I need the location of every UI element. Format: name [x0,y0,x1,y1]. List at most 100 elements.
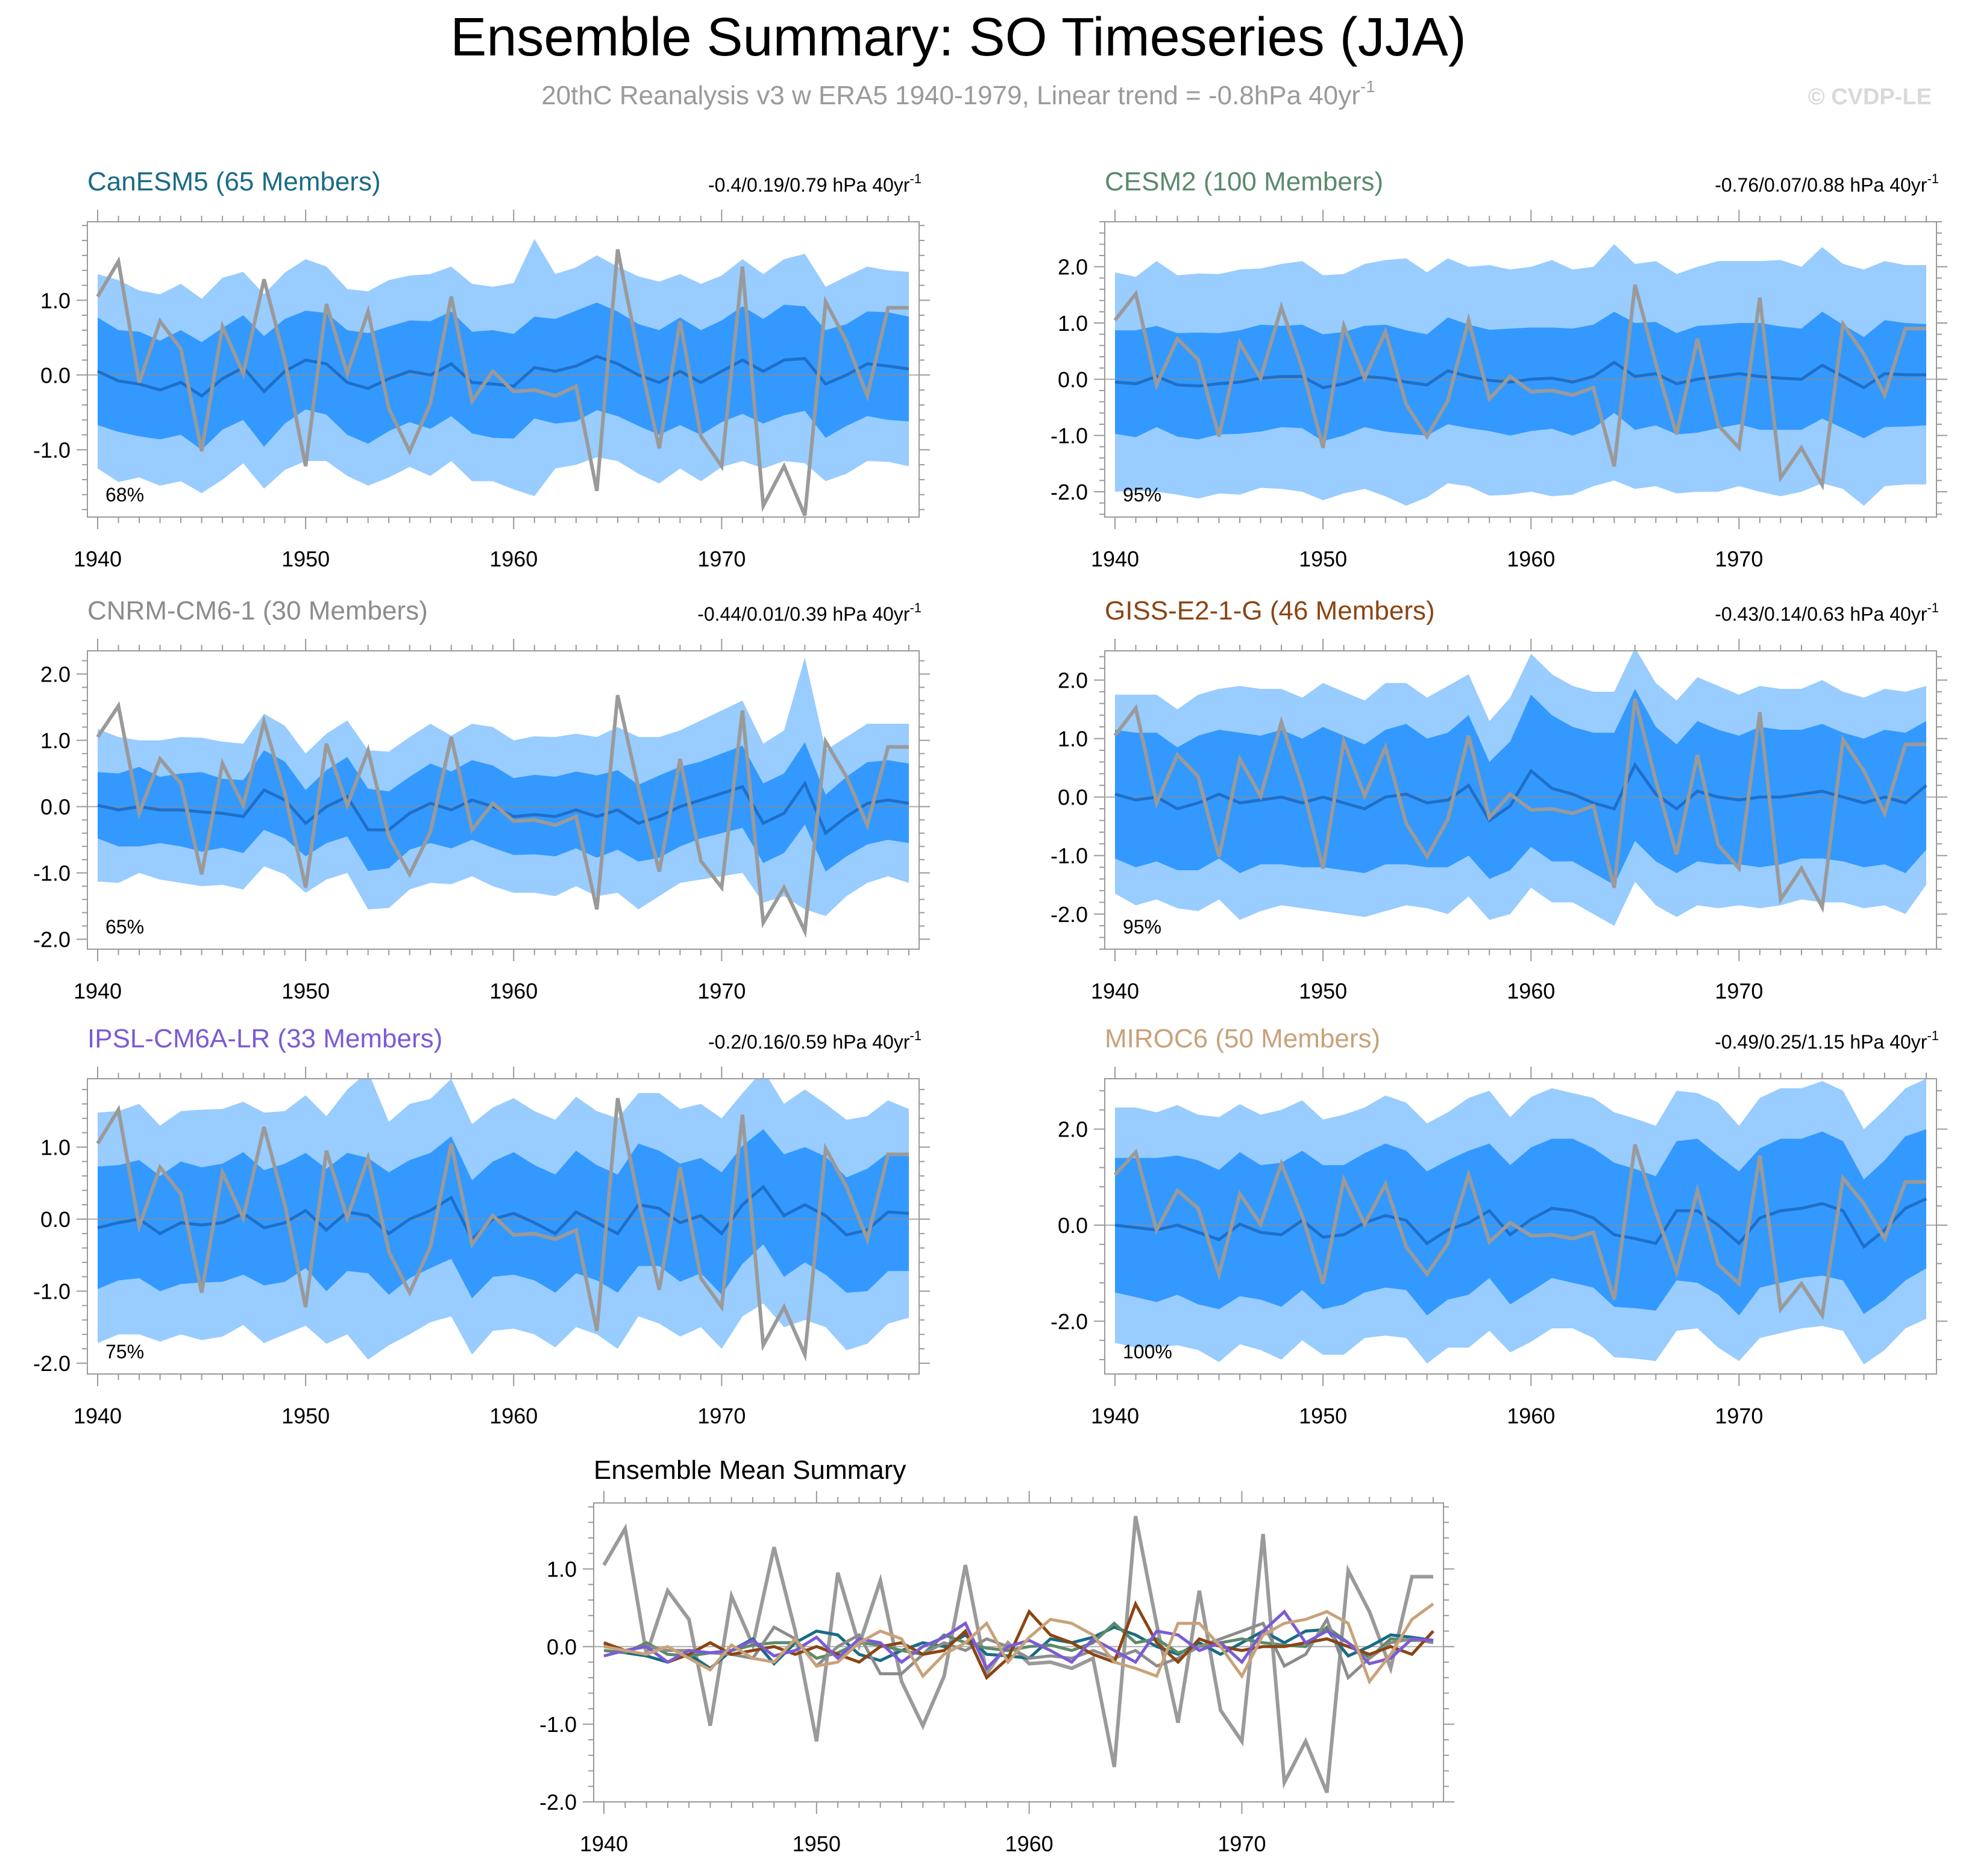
y-tick-label: -2.0 [1051,480,1088,504]
observed-line [96,1097,909,1362]
panel-trend-sup: -1 [909,171,922,186]
x-tick-label: 1970 [1715,547,1763,571]
plot-frame [87,221,920,518]
panel-percent: 100% [1123,1341,1172,1363]
panel-trend: -0.4/0.19/0.79 hPa 40yr-1 [708,171,922,196]
panel-trend-text: -0.2/0.16/0.59 hPa 40yr [708,1031,910,1053]
y-tick-label: 0.0 [40,795,71,820]
subtitle-text: 20thC Reanalysis v3 w ERA5 1940-1979, Li… [541,81,1360,110]
y-tick-label: 1.0 [547,1557,577,1582]
x-tick-label: 1970 [697,547,746,571]
y-tick-label: 1.0 [1058,727,1088,751]
panel-title: CESM2 (100 Members) [1105,167,1383,196]
x-tick-label: 1970 [1217,1831,1266,1856]
panel-trend-sup: -1 [1927,600,1939,615]
x-tick-label: 1960 [1005,1831,1054,1856]
x-tick-label: 1970 [1715,979,1763,1003]
summary-title: Ensemble Mean Summary [594,1455,906,1485]
plot-area [87,657,919,938]
panel-trend-text: -0.43/0.14/0.63 hPa 40yr [1715,603,1927,625]
plot-area [87,1079,919,1362]
summary-mean-line-5 [603,1602,1434,1685]
x-tick-label: 1950 [281,979,330,1003]
x-tick-label: 1950 [1299,547,1347,571]
panel-4: 1.0 0.0 -1.0 -2.0 1940 1950 1960 1970 IPSL-CM6A-… [33,1024,930,1428]
panel-trend-sup: -1 [1927,171,1939,186]
y-tick-label: -1.0 [33,438,71,462]
x-tick-label: 1960 [1507,547,1555,571]
plot-area [87,239,919,516]
x-tick-label: 1950 [281,1404,330,1428]
plot-frame [1104,221,1937,518]
y-tick-label: 0.0 [1058,367,1088,392]
y-tick-label: -2.0 [1051,1309,1088,1334]
x-tick-label: 1950 [793,1831,841,1856]
observed-line [96,249,909,516]
y-tick-label: 2.0 [1058,1117,1088,1142]
y-tick-label: 1.0 [40,729,71,753]
panel-2: 2.0 1.0 0.0 -1.0 -2.0 1940 1950 1960 1970 CNRM-CM… [33,596,930,1003]
panel-trend: -0.2/0.16/0.59 hPa 40yr-1 [708,1028,922,1053]
panel-trend-text: -0.49/0.25/1.15 hPa 40yr [1715,1031,1927,1053]
x-tick-label: 1960 [489,979,538,1003]
summary-mean-line-2 [603,1616,1434,1681]
plot-frame [1104,1078,1937,1375]
x-tick-label: 1940 [74,1404,122,1428]
panel-trend-sup: -1 [909,600,922,615]
x-tick-label: 1940 [580,1831,628,1856]
y-tick-label: 0.0 [1058,785,1088,810]
summary-plot-area [594,1516,1443,1793]
main-title: Ensemble Summary: SO Timeseries (JJA) [450,7,1466,67]
panel-trend: -0.44/0.01/0.39 hPa 40yr-1 [697,600,922,625]
ensemble-mean-line [1114,1197,1927,1249]
y-tick-label: -1.0 [33,861,71,886]
inner-spread-band [98,1129,909,1299]
y-tick-label: 0.0 [40,363,71,387]
y-tick-label: 0.0 [40,1207,71,1232]
panel-title: MIROC6 (50 Members) [1105,1024,1380,1053]
panel-3: 2.0 1.0 0.0 -1.0 -2.0 1940 1950 1960 1970 GISS-E2… [1051,596,1947,1003]
y-tick-label: 0.0 [547,1634,577,1659]
y-tick-label: -2.0 [33,927,71,952]
ensemble-mean-line [97,1184,909,1242]
observed-line [96,695,909,938]
plot-area [1105,1079,1936,1365]
panel-trend: -0.49/0.25/1.15 hPa 40yr-1 [1715,1028,1939,1053]
x-tick-label: 1950 [281,547,330,571]
panel-trend: -0.76/0.07/0.88 hPa 40yr-1 [1715,171,1939,196]
panel-percent: 75% [105,1341,144,1363]
plot-frame [87,650,920,950]
x-tick-label: 1940 [1091,547,1139,571]
y-tick-label: -2.0 [33,1351,71,1376]
x-tick-label: 1940 [1091,1404,1139,1428]
observed-line [1113,284,1926,491]
y-tick-label: -1.0 [1051,844,1088,868]
y-tick-label: -2.0 [1051,902,1088,927]
x-tick-label: 1960 [1507,1404,1555,1428]
panel-title: CanESM5 (65 Members) [87,167,381,196]
panel-title: IPSL-CM6A-LR (33 Members) [87,1024,442,1053]
x-tick-label: 1940 [74,979,122,1003]
plot-area [1105,651,1936,926]
summary-mean-line-4 [603,1609,1434,1671]
panel-percent: 65% [105,916,144,938]
plot-frame [87,1078,920,1375]
panel-1: 2.0 1.0 0.0 -1.0 -2.0 1940 1950 1960 1970 CESM2 (… [1051,167,1947,571]
panel-0: 1.0 0.0 -1.0 1940 1950 1960 1970 CanESM5 (65 Me… [33,167,930,571]
ensemble-mean-line [96,354,909,398]
panel-title: GISS-E2-1-G (46 Members) [1105,596,1435,626]
panel-percent: 95% [1123,916,1161,938]
panel-percent: 95% [1123,484,1161,506]
y-tick-label: 2.0 [1058,255,1088,280]
ensemble-mean-line [1114,762,1927,823]
y-tick-label: -2.0 [539,1790,577,1815]
y-tick-label: 1.0 [40,1135,71,1160]
y-tick-label: 2.0 [1058,668,1088,693]
y-tick-label: 2.0 [40,662,71,687]
x-tick-label: 1970 [697,979,746,1003]
x-tick-label: 1940 [1091,979,1139,1003]
observed-line [1113,1144,1926,1321]
y-tick-label: -1.0 [1051,424,1088,448]
watermark: © CVDP-LE [1808,84,1932,110]
panel-5: 2.0 0.0 -2.0 1940 1950 1960 1970 MIROC6 (50 Mem… [1051,1024,1947,1428]
